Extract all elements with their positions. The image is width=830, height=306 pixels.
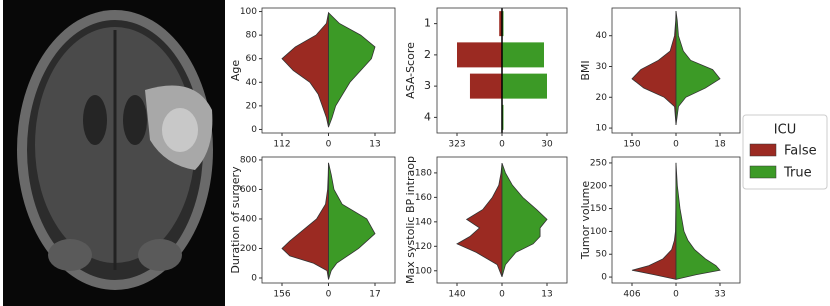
plot-frame	[261, 7, 396, 134]
bar	[457, 42, 502, 68]
y-tick-label: 800	[240, 155, 257, 165]
y-tick-label: 20	[246, 101, 258, 111]
violin-half	[281, 162, 329, 280]
y-tick-label: 30	[596, 62, 608, 72]
legend-swatch	[749, 143, 777, 157]
legend-swatch	[749, 165, 777, 179]
violin-half	[675, 162, 721, 280]
violin-half	[501, 162, 548, 277]
y-tick-label: 100	[240, 7, 257, 17]
y-tick-label: 600	[240, 185, 257, 195]
bar	[502, 42, 544, 68]
y-tick-label: 10	[596, 124, 608, 134]
y-tick-label: 40	[596, 31, 608, 41]
y-tick-label: 50	[596, 250, 608, 260]
violin-half	[456, 163, 503, 278]
y-tick-label: 100	[415, 266, 432, 276]
x-tick-label: 140	[448, 290, 465, 300]
legend-label: True	[783, 166, 812, 181]
x-tick-label: 0	[499, 290, 505, 300]
y-tick-label: 150	[590, 204, 607, 214]
legend: ICU False True	[742, 114, 828, 190]
legend-label: False	[784, 144, 817, 159]
x-tick-label: 406	[623, 290, 640, 300]
x-tick-label: 150	[623, 140, 640, 150]
x-tick-label: 156	[273, 290, 290, 300]
x-tick-label: 0	[673, 290, 679, 300]
violin-half	[675, 11, 721, 126]
y-tick-label: 140	[415, 217, 432, 227]
x-tick-label: 0	[326, 290, 332, 300]
y-tick-label: 400	[240, 214, 257, 224]
y-tick-label: 60	[246, 54, 258, 64]
plot-frame	[611, 7, 741, 134]
x-tick-label: 30	[541, 140, 553, 150]
x-tick-label: 17	[369, 290, 380, 300]
bar	[502, 73, 547, 99]
x-tick-label: 13	[369, 140, 380, 150]
plot-frame	[611, 156, 741, 284]
legend-title: ICU	[774, 123, 796, 138]
bar	[499, 11, 502, 37]
x-tick-label: 112	[273, 140, 290, 150]
violin-half	[631, 11, 677, 126]
y-tick-label: 1	[424, 17, 431, 30]
y-tick-label: 0	[251, 125, 257, 135]
bar	[469, 73, 502, 99]
violin-half	[281, 12, 329, 128]
x-tick-label: 18	[714, 140, 726, 150]
y-tick-label: 20	[596, 93, 608, 103]
y-tick-label: 200	[590, 181, 607, 191]
mri-image	[3, 0, 225, 306]
y-axis-label: BMI	[579, 60, 592, 80]
x-tick-label: 0	[326, 140, 332, 150]
y-axis-label: Duration of surgery	[229, 166, 242, 274]
y-tick-label: 3	[424, 79, 431, 92]
y-tick-label: 250	[590, 158, 607, 168]
y-tick-label: 160	[415, 193, 432, 203]
violin-half	[631, 162, 677, 280]
y-tick-label: 180	[415, 168, 432, 178]
violin-half	[328, 11, 376, 128]
y-tick-label: 200	[240, 244, 257, 254]
y-axis-label: ASA-Score	[404, 42, 417, 99]
y-tick-label: 0	[251, 273, 257, 283]
x-tick-label: 0	[499, 140, 505, 150]
y-tick-label: 80	[246, 31, 258, 41]
plot-frame	[436, 7, 568, 134]
plot-frame	[436, 156, 568, 284]
y-tick-label: 120	[415, 242, 432, 252]
y-tick-label: 2	[424, 48, 431, 61]
y-tick-label: 100	[590, 227, 607, 237]
y-tick-label: 4	[424, 110, 431, 123]
plot-frame	[261, 156, 396, 284]
y-tick-label: 40	[246, 78, 258, 88]
violin-half	[328, 162, 376, 280]
y-tick-label: 0	[601, 273, 607, 283]
x-tick-label: 323	[448, 140, 465, 150]
y-axis-label: Max systolic BP intraop	[404, 156, 417, 284]
y-axis-label: Tumor volume	[579, 181, 592, 260]
y-axis-label: Age	[229, 60, 242, 82]
x-tick-label: 33	[714, 290, 725, 300]
x-tick-label: 0	[673, 140, 679, 150]
x-tick-label: 13	[541, 290, 552, 300]
